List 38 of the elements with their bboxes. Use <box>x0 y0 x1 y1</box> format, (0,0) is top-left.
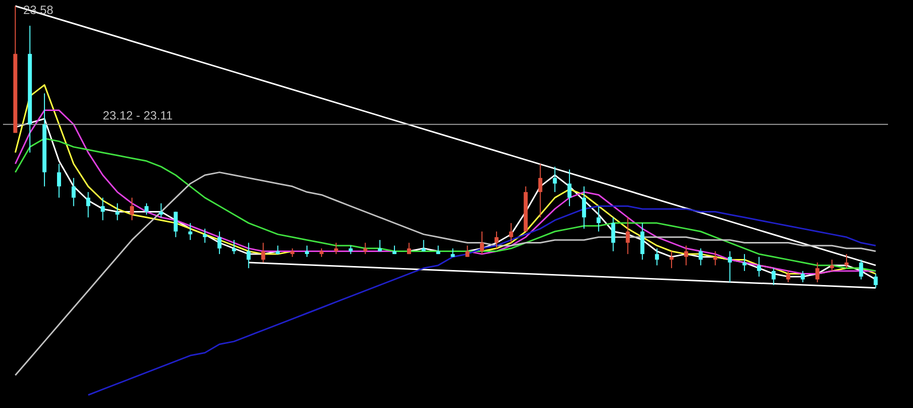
annotation: 23.12 - 23.11 <box>102 108 173 122</box>
candlestick <box>130 197 134 221</box>
candlestick <box>480 231 484 255</box>
candlestick <box>494 231 499 249</box>
candlestick <box>684 245 688 266</box>
candlestick <box>800 270 805 283</box>
candlestick <box>844 254 849 269</box>
candlestick <box>304 245 309 258</box>
candlestick <box>772 268 776 286</box>
candlestick <box>786 270 790 283</box>
candlestick <box>538 163 542 218</box>
candlestick <box>859 259 864 280</box>
candlestick <box>217 231 222 255</box>
candlestick <box>611 216 616 252</box>
candlestick <box>174 211 178 238</box>
candlestick <box>874 273 878 288</box>
candlestick <box>757 256 762 278</box>
candlestick <box>188 222 192 240</box>
candlestick <box>728 250 732 283</box>
candlestick <box>567 168 572 207</box>
candlestick <box>57 163 62 198</box>
candlestick <box>698 248 703 266</box>
candlestick <box>86 192 90 218</box>
candlestick <box>509 222 514 244</box>
candlestick <box>626 216 630 255</box>
candlestick <box>654 248 659 266</box>
candlestick <box>261 242 266 264</box>
candlestick <box>552 166 557 193</box>
candlestick <box>100 197 105 221</box>
candlestick <box>465 245 470 258</box>
candlestick <box>582 186 586 230</box>
candlestick <box>742 254 746 272</box>
candlestick <box>596 206 601 232</box>
candlestick <box>72 177 76 207</box>
candlestick <box>144 202 149 216</box>
candlestick <box>246 242 251 269</box>
candlestick <box>815 262 820 283</box>
candlestick <box>640 222 644 260</box>
